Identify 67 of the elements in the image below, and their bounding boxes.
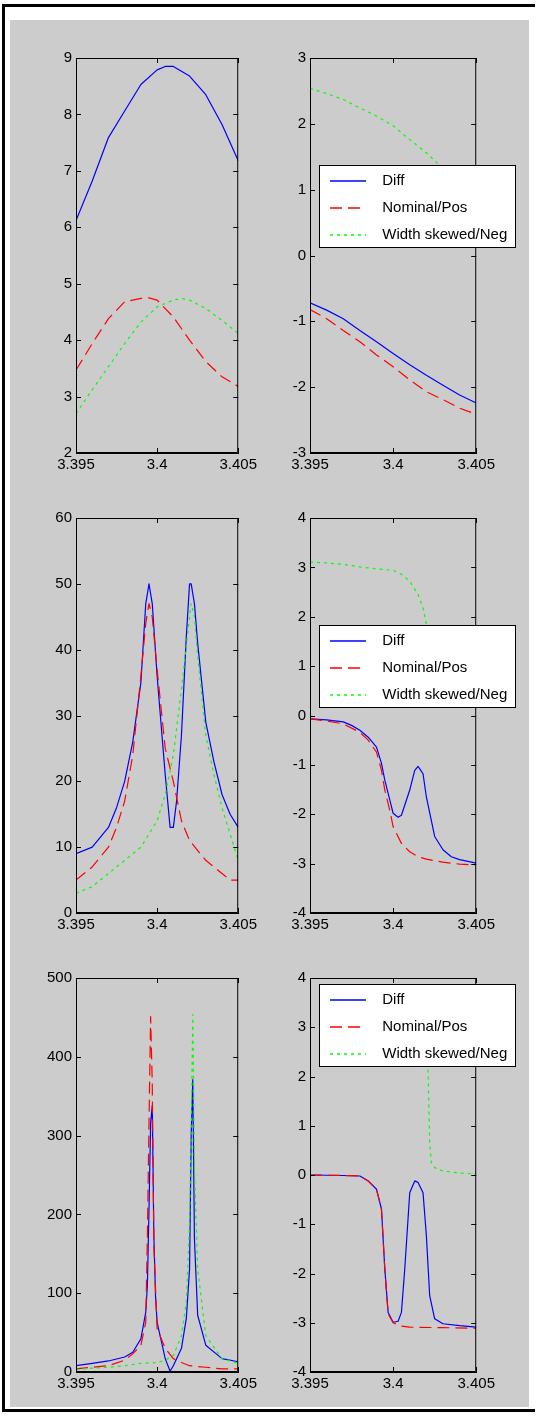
y-tick-label: 4 bbox=[63, 330, 72, 348]
y-tick-label: -3 bbox=[292, 1312, 306, 1330]
y-tick-label: 30 bbox=[55, 705, 72, 723]
x-tick-label: 3.4 bbox=[382, 455, 404, 473]
y-tick-label: -3 bbox=[292, 853, 306, 871]
line-series bbox=[310, 561, 427, 625]
y-tick-label: 300 bbox=[46, 1125, 72, 1143]
legend-label: Diff bbox=[382, 990, 405, 1007]
y-tick-label: -2 bbox=[292, 377, 306, 395]
legend-label: Diff bbox=[382, 170, 405, 188]
y-tick-label: 1 bbox=[297, 179, 306, 197]
y-tick-label: 0 bbox=[297, 245, 306, 263]
y-tick-label: 100 bbox=[46, 1283, 72, 1301]
legend-label: Diff bbox=[382, 630, 405, 648]
line-series bbox=[76, 297, 239, 415]
y-tick-label: 3 bbox=[297, 557, 306, 575]
y-tick-label: 0 bbox=[297, 705, 306, 723]
x-tick-label: 3.405 bbox=[219, 455, 258, 473]
line-series bbox=[76, 297, 239, 388]
y-tick-label: 10 bbox=[55, 837, 72, 855]
x-tick-label: 3.4 bbox=[146, 455, 168, 473]
y-tick-label: 1 bbox=[297, 656, 306, 674]
x-tick-label: 3.405 bbox=[219, 915, 258, 933]
x-tick-label: 3.395 bbox=[291, 915, 329, 933]
x-tick-label: 3.4 bbox=[146, 915, 168, 933]
y-tick-label: 0 bbox=[297, 1165, 306, 1183]
x-tick-label: 3.4 bbox=[146, 1374, 168, 1392]
legend-label: Width skewed/Neg bbox=[382, 1044, 508, 1061]
y-tick-label: -1 bbox=[292, 311, 306, 329]
y-tick-label: -2 bbox=[292, 1263, 306, 1281]
x-tick-label: 3.405 bbox=[219, 1374, 258, 1392]
y-tick-label: 2 bbox=[297, 606, 306, 624]
legend-label: Nominal/Pos bbox=[382, 657, 468, 675]
x-tick-label: 3.395 bbox=[291, 1374, 329, 1392]
y-tick-label: 400 bbox=[46, 1046, 72, 1064]
y-tick-label: 9 bbox=[63, 48, 72, 66]
legend-label: Nominal/Pos bbox=[382, 197, 468, 215]
legend-label: Nominal/Pos bbox=[382, 1017, 468, 1034]
y-tick-label: 2 bbox=[297, 113, 306, 131]
y-tick-label: 4 bbox=[297, 968, 306, 986]
y-tick-label: 500 bbox=[46, 968, 72, 986]
legend-label: Width skewed/Neg bbox=[382, 224, 508, 242]
x-tick-label: 3.405 bbox=[457, 455, 496, 473]
line-series bbox=[310, 87, 439, 165]
x-tick-label: 3.4 bbox=[382, 1374, 404, 1392]
y-tick-label: -2 bbox=[292, 804, 306, 822]
y-tick-label: 3 bbox=[297, 1017, 306, 1035]
y-tick-label: 1 bbox=[297, 1115, 306, 1133]
y-tick-label: 7 bbox=[63, 161, 72, 178]
y-tick-label: 8 bbox=[63, 104, 72, 122]
x-tick-label: 3.405 bbox=[457, 915, 496, 933]
y-tick-label: 3 bbox=[297, 48, 306, 66]
legend-label: Width skewed/Neg bbox=[382, 684, 508, 702]
y-tick-label: 5 bbox=[63, 273, 72, 291]
y-tick-label: 2 bbox=[297, 1066, 306, 1084]
x-tick-label: 3.4 bbox=[382, 915, 404, 933]
y-tick-label: -1 bbox=[292, 1214, 306, 1232]
x-tick-label: 3.405 bbox=[457, 1374, 496, 1392]
y-tick-label: 6 bbox=[63, 217, 72, 235]
y-tick-label: 50 bbox=[55, 573, 72, 591]
y-tick-label: 20 bbox=[55, 771, 72, 789]
y-tick-label: 4 bbox=[297, 508, 306, 526]
y-tick-label: 60 bbox=[55, 508, 72, 526]
y-tick-label: 3 bbox=[63, 386, 72, 404]
y-tick-label: 200 bbox=[46, 1204, 72, 1222]
y-tick-label: 40 bbox=[55, 639, 72, 657]
y-tick-label: -1 bbox=[292, 755, 306, 773]
